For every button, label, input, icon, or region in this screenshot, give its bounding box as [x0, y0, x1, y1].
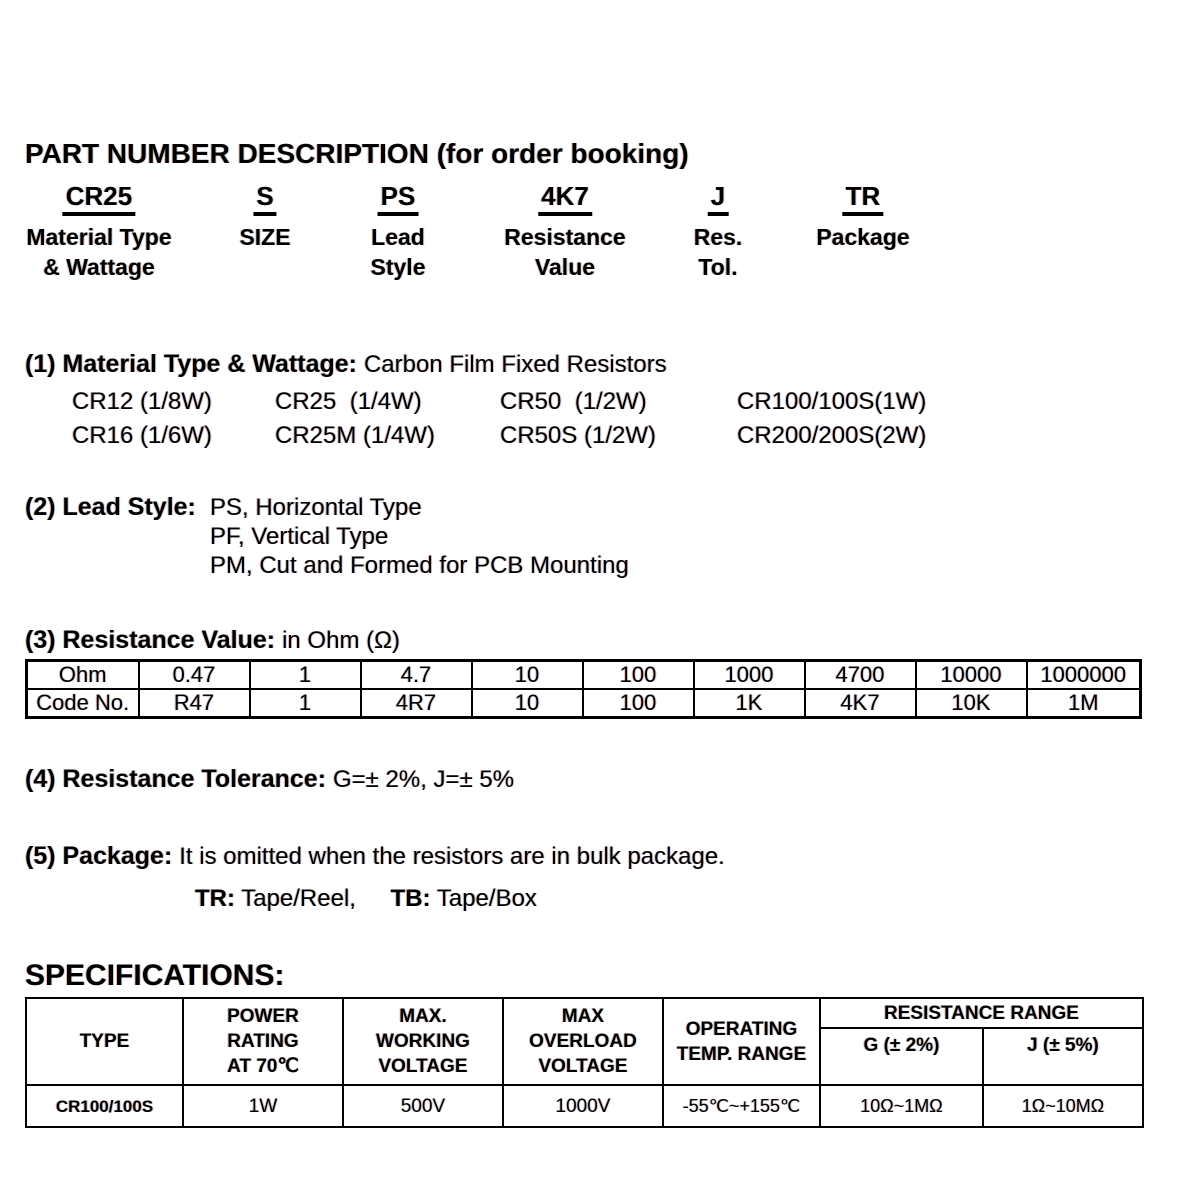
spec-header-max-overload: MAX OVERLOAD VOLTAGE — [502, 997, 664, 1086]
spec-header-row-2: G (± 2%) J (± 5%) — [26, 1027, 1145, 1086]
material-type-item: CR25M (1/4W) — [275, 422, 436, 449]
tr-value: Tape/Reel, — [241, 885, 356, 912]
tb-value: Tape/Box — [436, 885, 537, 912]
spec-header-type: TYPE — [25, 997, 184, 1086]
spec-cell-g-range: 10Ω~1MΩ — [819, 1084, 984, 1128]
pn-label-resistance: Resistance Value — [504, 224, 626, 280]
spec-header-j: J (± 5%) — [981, 1027, 1145, 1086]
section-package: (5) Package: It is omitted when the resi… — [25, 842, 1175, 913]
pn-label-material: Material Type & Wattage — [26, 224, 172, 280]
specifications-table: TYPE POWER RATING AT 70℃ MAX. WORKING VO… — [25, 997, 1145, 1128]
lead-style-list: PS, Horizontal Type PF, Vertical Type PM… — [210, 493, 629, 580]
pn-code-resistance: 4K7 — [538, 182, 592, 216]
pn-code-package: TR — [842, 182, 884, 216]
spec-cell-max-overload: 1000V — [502, 1084, 664, 1128]
cell-ohm-value: 10 — [470, 659, 584, 690]
pn-col-resistance: 4K7 Resistance Value — [504, 182, 625, 282]
cell-code-value: 10 — [470, 688, 584, 719]
section-lead-style: (2) Lead Style: PS, Horizontal Type PF, … — [25, 493, 1175, 580]
cell-ohm-value: 1000 — [692, 659, 806, 690]
spec-data-row: CR100/100S 1W 500V 1000V -55℃~+155℃ 10Ω~… — [25, 1084, 1145, 1128]
material-type-item: CR50S (1/2W) — [500, 422, 657, 449]
table-row-code: Code No. R47 1 4R7 10 100 1K 4K7 10K 1M — [25, 688, 1142, 719]
cell-ohm-value: 10000 — [914, 659, 1028, 690]
pn-col-package: TR Package — [816, 182, 909, 252]
cell-ohm-value: 1000000 — [1025, 659, 1142, 690]
pn-col-material: CR25 Material Type & Wattage — [26, 182, 171, 282]
page-title: PART NUMBER DESCRIPTION (for order booki… — [25, 138, 689, 169]
section5-heading: (5) Package: It is omitted when the resi… — [25, 842, 725, 870]
spec-cell-j-range: 1Ω~10MΩ — [981, 1084, 1145, 1128]
spec-header-resistance-range: RESISTANCE RANGE — [818, 997, 1145, 1029]
cell-ohm-value: 100 — [581, 659, 695, 690]
material-type-item: CR100/100S(1W) — [737, 388, 927, 415]
cell-ohm-value: 4700 — [803, 659, 917, 690]
spec-header-max-working: MAX. WORKING VOLTAGE — [342, 997, 504, 1086]
lead-style-item: PS, Horizontal Type — [210, 494, 422, 521]
cell-code-value: 1K — [692, 688, 806, 719]
cell-code-label: Code No. — [25, 688, 140, 719]
cell-code-value: 4K7 — [803, 688, 917, 719]
spec-header-power: POWER RATING AT 70℃ — [182, 997, 344, 1086]
specifications-heading: SPECIFICATIONS: — [25, 959, 285, 992]
section-material-type: (1) Material Type & Wattage: Carbon Film… — [25, 350, 1175, 453]
cell-ohm-value: 4.7 — [359, 659, 473, 690]
cell-code-value: 1 — [248, 688, 362, 719]
spec-header-operating: OPERATING TEMP. RANGE — [662, 997, 821, 1086]
pn-col-lead: PS Lead Style — [371, 182, 426, 282]
material-type-item: CR200/200S(2W) — [737, 422, 927, 449]
section-resistance-value: (3) Resistance Value: in Ohm (Ω) Ohm 0.4… — [25, 626, 1175, 719]
section1-heading: (1) Material Type & Wattage: Carbon Film… — [25, 350, 667, 378]
pn-col-tolerance: J Res. Tol. — [694, 182, 743, 282]
pn-label-lead: Lead Style — [370, 224, 426, 280]
pn-code-tolerance: J — [707, 182, 729, 216]
pn-code-size: S — [253, 182, 277, 216]
spec-header-g: G (± 2%) — [819, 1027, 984, 1086]
pn-label-tolerance: Res. Tol. — [693, 224, 743, 280]
pn-code-material: CR25 — [62, 182, 136, 216]
material-type-item: CR16 (1/6W) — [72, 422, 213, 449]
spec-cell-type: CR100/100S — [25, 1084, 184, 1128]
spec-cell-power: 1W — [182, 1084, 344, 1128]
tr-label: TR: — [195, 885, 235, 912]
cell-ohm-label: Ohm — [25, 659, 140, 690]
section2-heading: (2) Lead Style: — [25, 493, 196, 521]
spec-cell-operating: -55℃~+155℃ — [662, 1084, 821, 1128]
cell-code-value: 4R7 — [359, 688, 473, 719]
resistance-code-table: Ohm 0.47 1 4.7 10 100 1000 4700 10000 10… — [25, 659, 1142, 719]
section3-heading: (3) Resistance Value: in Ohm (Ω) — [25, 626, 401, 654]
part-number-diagram: CR25 Material Type & Wattage S SIZE PS L… — [25, 182, 1175, 302]
material-type-list: CR12 (1/8W) CR25 (1/4W) CR50 (1/2W) CR10… — [72, 385, 1175, 453]
package-codes-line: TR: Tape/Reel, TB: Tape/Box — [195, 885, 1175, 913]
cell-code-value: 1M — [1025, 688, 1142, 719]
pn-col-size: S SIZE — [239, 182, 290, 252]
cell-ohm-value: 0.47 — [137, 659, 251, 690]
datasheet-page: PART NUMBER DESCRIPTION (for order booki… — [25, 138, 1175, 1128]
spec-header-row-1: TYPE POWER RATING AT 70℃ MAX. WORKING VO… — [25, 997, 1145, 1086]
pn-label-size: SIZE — [239, 224, 291, 250]
material-type-item: CR12 (1/8W) — [72, 388, 213, 415]
material-type-item: CR25 (1/4W) — [275, 388, 422, 415]
table-row-ohm: Ohm 0.47 1 4.7 10 100 1000 4700 10000 10… — [25, 659, 1142, 690]
pn-code-lead: PS — [377, 182, 419, 216]
material-type-item: CR50 (1/2W) — [500, 388, 647, 415]
cell-code-value: 10K — [914, 688, 1028, 719]
section-resistance-tolerance: (4) Resistance Tolerance: G=± 2%, J=± 5% — [25, 765, 1175, 794]
spec-cell-max-working: 500V — [342, 1084, 504, 1128]
cell-ohm-value: 1 — [248, 659, 362, 690]
cell-code-value: R47 — [137, 688, 251, 719]
lead-style-item: PF, Vertical Type — [210, 523, 389, 550]
cell-code-value: 100 — [581, 688, 695, 719]
lead-style-item: PM, Cut and Formed for PCB Mounting — [210, 552, 629, 579]
tb-label: TB: — [390, 885, 431, 912]
pn-label-package: Package — [816, 224, 910, 250]
section4-heading: (4) Resistance Tolerance: G=± 2%, J=± 5% — [25, 765, 515, 793]
